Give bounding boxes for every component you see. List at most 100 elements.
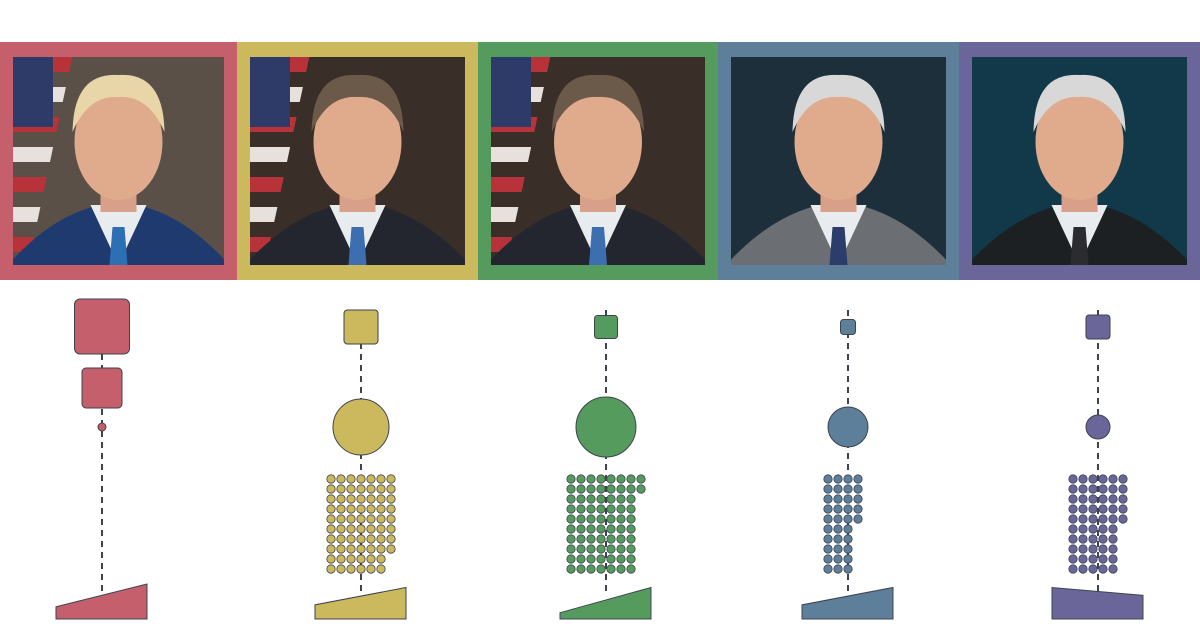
square-marker — [74, 298, 130, 355]
count-dot — [336, 534, 346, 544]
count-dot — [1088, 504, 1098, 514]
count-dot — [366, 524, 376, 534]
flag-canton — [13, 57, 53, 127]
count-dot — [1068, 564, 1078, 574]
tie — [1070, 227, 1089, 265]
count-dot — [566, 564, 576, 574]
count-dot — [566, 484, 576, 494]
count-dot — [566, 534, 576, 544]
circle-marker — [332, 398, 390, 456]
tie — [589, 227, 607, 265]
column-red — [0, 42, 237, 620]
count-dot — [376, 514, 386, 524]
flag-stripe — [13, 237, 35, 252]
count-dot — [366, 494, 376, 504]
count-dot — [823, 484, 833, 494]
count-dot — [823, 554, 833, 564]
count-dot — [833, 534, 843, 544]
count-dot — [356, 544, 366, 554]
count-dot — [336, 544, 346, 554]
count-dot — [576, 524, 586, 534]
count-dot — [616, 474, 626, 484]
count-dot — [366, 474, 376, 484]
count-dot — [566, 494, 576, 504]
photo-content — [972, 57, 1187, 265]
count-dot — [376, 474, 386, 484]
count-dot — [843, 524, 853, 534]
count-dot — [366, 514, 376, 524]
count-dot — [1098, 564, 1108, 574]
count-dot — [843, 514, 853, 524]
photo-content — [731, 57, 946, 265]
count-dot — [336, 494, 346, 504]
count-dot — [853, 474, 863, 484]
count-dot — [346, 514, 356, 524]
count-dot — [1108, 474, 1118, 484]
count-dot — [626, 564, 636, 574]
tie — [829, 227, 848, 265]
count-dot — [1088, 524, 1098, 534]
count-dot — [606, 494, 616, 504]
portrait-photo — [13, 57, 224, 265]
count-dot — [1068, 514, 1078, 524]
count-dot — [616, 564, 626, 574]
count-dot — [356, 534, 366, 544]
count-dot — [386, 514, 396, 524]
count-dot — [576, 514, 586, 524]
count-dot — [346, 524, 356, 534]
flag-stripe — [250, 177, 284, 192]
count-dot — [1078, 554, 1088, 564]
count-dot — [626, 514, 636, 524]
count-dot — [326, 504, 336, 514]
count-dot — [376, 564, 386, 574]
count-dot — [366, 564, 376, 574]
count-dot — [596, 484, 606, 494]
count-dot — [326, 484, 336, 494]
count-dot — [376, 504, 386, 514]
count-dot — [596, 534, 606, 544]
count-dot — [596, 524, 606, 534]
count-dot — [636, 484, 646, 494]
flag-stripe — [250, 237, 272, 252]
count-dot — [376, 494, 386, 504]
count-dot — [1098, 514, 1108, 524]
count-dot — [1098, 494, 1108, 504]
count-dot — [566, 554, 576, 564]
count-dot — [1078, 494, 1088, 504]
count-dot — [616, 554, 626, 564]
count-dot — [596, 474, 606, 484]
count-dot — [576, 554, 586, 564]
count-dot — [1088, 564, 1098, 574]
face — [313, 84, 402, 200]
count-dot — [336, 554, 346, 564]
count-dot — [626, 484, 636, 494]
count-dot — [596, 554, 606, 564]
count-dot — [376, 524, 386, 534]
count-dot — [1108, 484, 1118, 494]
flag-canton — [250, 57, 290, 127]
count-dot — [606, 504, 616, 514]
count-dot — [326, 514, 336, 524]
count-dot — [336, 474, 346, 484]
count-dot — [1088, 494, 1098, 504]
count-dot — [576, 564, 586, 574]
count-dot — [566, 544, 576, 554]
count-dot — [1118, 484, 1128, 494]
count-dot — [586, 504, 596, 514]
face — [794, 84, 883, 200]
count-dot — [346, 484, 356, 494]
count-dot — [326, 544, 336, 554]
count-dot — [823, 544, 833, 554]
count-dot — [1078, 534, 1088, 544]
count-dot — [1078, 544, 1088, 554]
count-dot — [356, 514, 366, 524]
count-dot — [586, 544, 596, 554]
count-dot — [1068, 494, 1078, 504]
flag-stripe — [13, 147, 54, 162]
portrait-photo — [972, 57, 1187, 265]
column-blue — [718, 42, 959, 620]
count-dot — [1088, 534, 1098, 544]
count-dot — [346, 554, 356, 564]
count-dot — [1118, 514, 1128, 524]
count-dot — [596, 564, 606, 574]
